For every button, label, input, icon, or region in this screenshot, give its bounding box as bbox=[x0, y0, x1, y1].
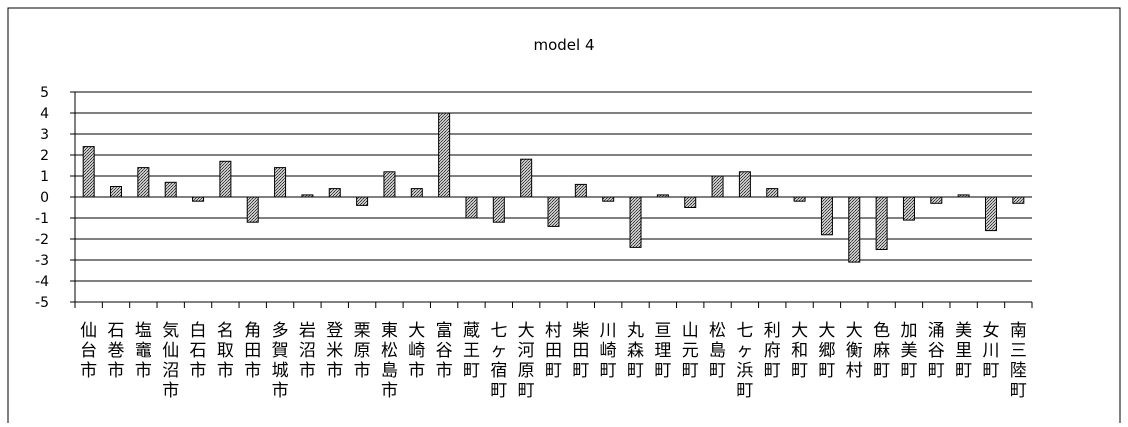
bar bbox=[301, 194, 314, 198]
x-tick-label: 石巻市 bbox=[108, 321, 125, 381]
x-tick-label: 大河原町 bbox=[518, 321, 535, 401]
bar bbox=[110, 186, 123, 198]
bar bbox=[574, 183, 587, 198]
x-tick-label: 川崎町 bbox=[600, 321, 617, 381]
x-tick-label: 亘理町 bbox=[654, 321, 671, 381]
bar bbox=[902, 196, 915, 221]
y-tick-label: -5 bbox=[35, 295, 49, 311]
x-tick-label: 大崎市 bbox=[408, 321, 425, 381]
chart-title: model 4 bbox=[533, 36, 594, 54]
x-axis bbox=[74, 301, 1033, 308]
bar bbox=[930, 196, 943, 204]
x-tick-label: 涌谷町 bbox=[928, 321, 945, 381]
x-tick-label: 大郷町 bbox=[818, 321, 835, 381]
y-tick-label: -3 bbox=[35, 253, 49, 269]
bars bbox=[82, 112, 1025, 263]
x-tick-label: 角田市 bbox=[244, 321, 261, 381]
bar bbox=[82, 146, 95, 198]
x-tick-label: 大衡村 bbox=[846, 321, 863, 381]
bar bbox=[738, 171, 751, 198]
bar bbox=[246, 196, 259, 223]
x-tick-label: 栗原市 bbox=[354, 321, 371, 381]
y-tick-label: 5 bbox=[40, 85, 49, 101]
x-tick-label: 色麻町 bbox=[873, 321, 890, 381]
x-tick-label: 仙台市 bbox=[80, 321, 97, 381]
bar bbox=[383, 171, 396, 198]
x-tick-label: 美里町 bbox=[955, 321, 972, 381]
bar bbox=[438, 112, 451, 198]
x-tick-label: 富谷市 bbox=[436, 321, 453, 381]
bar bbox=[766, 188, 779, 198]
x-tick-label: 南三陸町 bbox=[1010, 321, 1027, 401]
bar bbox=[629, 196, 642, 248]
bar bbox=[192, 196, 205, 202]
bar bbox=[711, 175, 724, 198]
bar bbox=[274, 167, 287, 198]
bar bbox=[656, 194, 669, 198]
y-tick-label: 4 bbox=[40, 106, 49, 122]
x-tick-label: 女川町 bbox=[982, 321, 999, 381]
bar bbox=[465, 196, 478, 219]
x-tick-label: 名取市 bbox=[217, 321, 234, 381]
bar bbox=[219, 160, 232, 198]
bar bbox=[848, 196, 861, 263]
x-tick-label: 白石市 bbox=[190, 321, 207, 381]
x-tick-label: 丸森町 bbox=[627, 321, 644, 381]
y-axis: 5 4 3 2 1 0 -1 -2 -3 -4 -5 bbox=[35, 85, 76, 311]
x-tick-label: 気仙沼市 bbox=[162, 321, 179, 401]
bar bbox=[137, 167, 150, 198]
x-tick-label: 松島町 bbox=[709, 321, 726, 381]
x-tick-label: 加美町 bbox=[900, 321, 917, 381]
bar bbox=[356, 196, 369, 206]
x-tick-label: 塩竈市 bbox=[135, 321, 152, 381]
y-tick-label: -1 bbox=[35, 211, 49, 227]
bar bbox=[820, 196, 833, 236]
x-tick-label: 村田町 bbox=[545, 321, 562, 381]
bar bbox=[164, 181, 177, 198]
x-tick-label: 蔵王町 bbox=[463, 321, 480, 381]
bar bbox=[328, 188, 341, 198]
x-tick-labels: 仙台市石巻市塩竈市気仙沼市白石市名取市角田市多賀城市岩沼市登米市栗原市東松島市大… bbox=[80, 321, 1027, 401]
x-tick-label: 七ヶ宿町 bbox=[490, 321, 507, 401]
bar bbox=[602, 196, 615, 202]
y-tick-label: -2 bbox=[35, 232, 49, 248]
bar bbox=[547, 196, 560, 227]
y-tick-label: -4 bbox=[35, 274, 49, 290]
bar bbox=[520, 158, 533, 198]
x-tick-label: 東松島市 bbox=[381, 321, 398, 401]
y-tick-label: 3 bbox=[40, 127, 49, 143]
y-tick-label: 2 bbox=[40, 148, 49, 164]
x-tick-label: 登米市 bbox=[326, 321, 343, 381]
x-tick-label: 七ヶ浜町 bbox=[736, 321, 753, 401]
x-tick-label: 利府町 bbox=[764, 321, 781, 381]
chart-border bbox=[7, 7, 1121, 427]
x-tick-label: 岩沼市 bbox=[299, 321, 316, 381]
bar bbox=[984, 196, 997, 232]
x-tick-label: 大和町 bbox=[791, 321, 808, 381]
bar bbox=[492, 196, 505, 223]
x-tick-label: 柴田町 bbox=[572, 321, 589, 381]
x-tick-label: 山元町 bbox=[682, 321, 699, 381]
x-tick-label: 多賀城市 bbox=[272, 321, 289, 401]
bar bbox=[1012, 196, 1025, 204]
y-tick-label: 1 bbox=[40, 169, 49, 185]
bar bbox=[957, 194, 970, 198]
bar bbox=[410, 188, 423, 198]
y-tick-label: 0 bbox=[40, 190, 49, 206]
bar bbox=[793, 196, 806, 202]
bar bbox=[684, 196, 697, 208]
bar bbox=[875, 196, 888, 250]
